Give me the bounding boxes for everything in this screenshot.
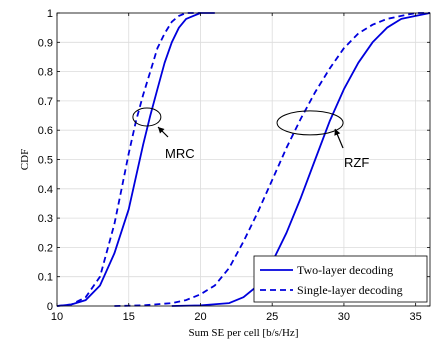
x-tick-label: 15 [123,311,135,323]
y-tick-label: 0.3 [38,213,53,225]
mrc-annotation-label: MRC [165,146,195,161]
mrc-arrow-head [158,127,165,134]
y-axis-label: CDF [19,149,31,170]
rzf-annotation-label: RZF [344,155,369,170]
x-tick-label: 10 [51,311,63,323]
grid [56,12,430,307]
x-tick-label: 30 [338,311,350,323]
rzf-highlight-ellipse [276,110,344,136]
series-group [56,12,431,307]
series-line-rzf-solid [171,12,431,307]
rzf-arrow-head [334,129,341,136]
x-axis-label: Sum SE per cell [b/s/Hz] [189,327,299,339]
series-line-rzf-dashed [114,12,430,307]
y-tick-label: 0.6 [38,125,53,137]
series-line-mrc-solid [56,12,215,307]
ticks-group: 10 15 20 25 30 35 0 0.1 0.2 0.3 0.4 0.5 0.6 0.7 0.8 0.9… [38,8,430,323]
y-tick-label: 1 [47,8,53,20]
x-tick-label: 35 [410,311,422,323]
x-tick-label: 20 [194,311,206,323]
legend-label: Single-layer decoding [297,283,403,297]
y-tick-label: 0.4 [38,184,53,196]
y-tick-label: 0 [47,301,53,313]
legend-box [253,255,428,303]
y-tick-label: 0.7 [38,96,53,108]
x-tick-label: 25 [266,311,278,323]
y-tick-label: 0.2 [38,242,53,254]
y-tick-label: 0.5 [38,155,53,167]
legend: Two-layer decoding Single-layer decoding [253,255,428,303]
y-tick-label: 0.9 [38,37,53,49]
annotations-group: MRC RZF [132,107,369,170]
y-tick-label: 0.1 [38,272,53,284]
legend-label: Two-layer decoding [297,263,393,277]
y-tick-label: 0.8 [38,67,53,79]
mrc-highlight-ellipse [132,107,162,127]
series-line-mrc-dashed [56,12,201,307]
